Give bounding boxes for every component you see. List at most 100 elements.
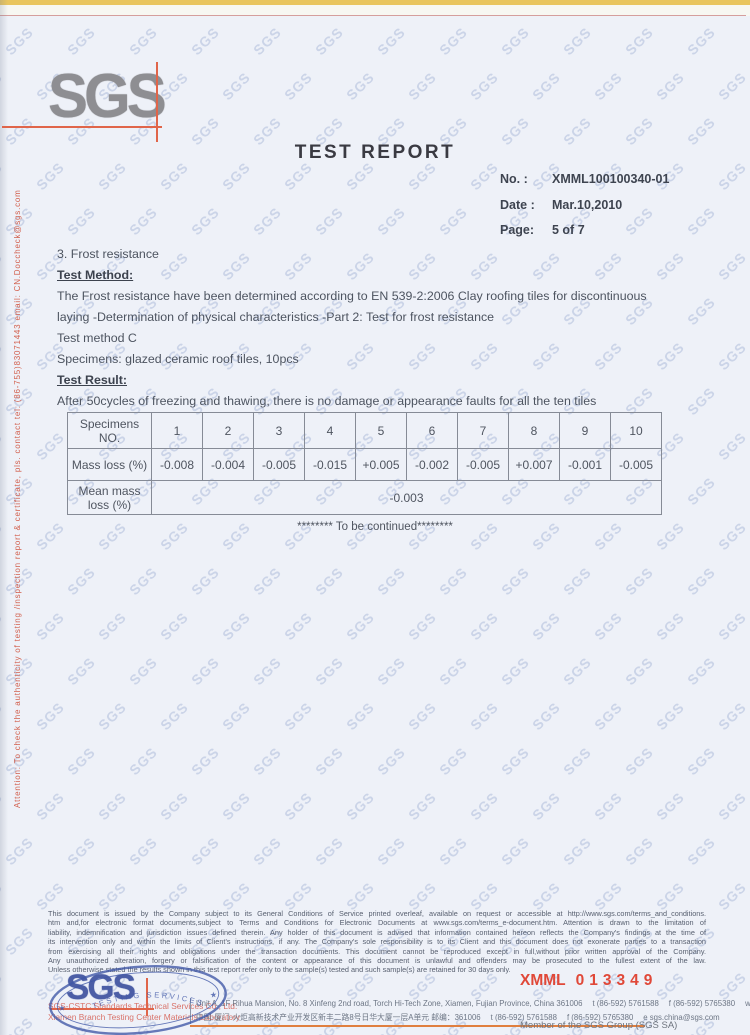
specimen-no-cell: 6: [406, 412, 458, 449]
legal-disclaimer: This document is issued by the Company s…: [48, 909, 706, 975]
svg-text:TESTING SERVICES: TESTING SERVICES: [90, 985, 206, 1018]
watermark-text: SGS: [467, 68, 502, 104]
watermark-text: SGS: [715, 68, 750, 104]
watermark-text: SGS: [622, 833, 657, 869]
mass-loss-value-cell: -0.001: [559, 448, 611, 481]
watermark-text: SGS: [591, 608, 626, 644]
watermark-text: SGS: [715, 878, 750, 914]
watermark-text: SGS: [746, 23, 750, 59]
watermark-text: SGS: [250, 653, 285, 689]
watermark-text: SGS: [188, 23, 223, 59]
disclaimer-line: from exercising all their rights and obl…: [48, 946, 706, 956]
svg-text:★: ★: [209, 990, 217, 1000]
watermark-text: SGS: [250, 743, 285, 779]
test-method-label: Test Method:: [57, 268, 134, 282]
watermark-text: SGS: [622, 743, 657, 779]
disclaimer-line: liability, indemnification and jurisdict…: [48, 927, 706, 937]
sgs-logo-top: SGS: [48, 60, 167, 131]
table-corner-cell: Specimens NO.: [67, 412, 152, 449]
mean-mass-loss-label-cell: Mean mass loss (%): [67, 480, 152, 515]
specimen-no-cell: 1: [151, 412, 203, 449]
address-en-tel: t (86-592) 5761588: [592, 999, 659, 1008]
watermark-text: SGS: [684, 563, 719, 599]
mass-loss-value-cell: -0.008: [151, 448, 203, 481]
logo-crosshair-horizontal: [2, 126, 162, 128]
watermark-text: SGS: [126, 563, 161, 599]
watermark-text: SGS: [405, 608, 440, 644]
footer-logo-crosshair-horizontal: [50, 1008, 154, 1010]
watermark-text: SGS: [498, 23, 533, 59]
watermark-text: SGS: [95, 608, 130, 644]
address-cn-tel: t (86-592) 5761588: [490, 1013, 557, 1022]
mass-loss-value-cell: -0.015: [304, 448, 356, 481]
scan-edge-left: [0, 0, 8, 1035]
watermark-text: SGS: [219, 68, 254, 104]
watermark-text: SGS: [374, 833, 409, 869]
page-title: TEST REPORT: [294, 142, 456, 163]
mass-loss-value-cell: -0.005: [457, 448, 509, 481]
specimen-no-cell: 10: [610, 412, 662, 449]
watermark-text: SGS: [467, 608, 502, 644]
watermark-text: SGS: [95, 698, 130, 734]
watermark-text: SGS: [529, 788, 564, 824]
watermark-text: SGS: [188, 653, 223, 689]
watermark-text: SGS: [436, 833, 471, 869]
watermark-text: SGS: [684, 203, 719, 239]
serial-number: XMML 013349: [520, 972, 657, 990]
watermark-text: SGS: [374, 653, 409, 689]
company-name-line2: Xiamen Branch Testing Center Materials L…: [48, 1012, 241, 1022]
watermark-text: SGS: [312, 563, 347, 599]
watermark-text: SGS: [312, 23, 347, 59]
watermark-text: SGS: [715, 788, 750, 824]
watermark-text: SGS: [312, 743, 347, 779]
specimen-no-cell: 8: [508, 412, 560, 449]
watermark-text: SGS: [746, 1013, 750, 1035]
watermark-text: SGS: [746, 293, 750, 329]
watermark-text: SGS: [126, 23, 161, 59]
watermark-text: SGS: [436, 743, 471, 779]
watermark-text: SGS: [281, 608, 316, 644]
watermark-text: SGS: [405, 698, 440, 734]
watermark-text: SGS: [591, 698, 626, 734]
watermark-text: SGS: [529, 68, 564, 104]
footer-orange-rule: [190, 1025, 645, 1027]
watermark-text: SGS: [591, 788, 626, 824]
authenticity-side-note: Attention: To check the authenticity of …: [13, 189, 22, 808]
mass-loss-label-cell: Mass loss (%): [67, 448, 152, 481]
mass-loss-value-cell: +0.005: [355, 448, 407, 481]
watermark-text: SGS: [374, 563, 409, 599]
watermark-text: SGS: [529, 698, 564, 734]
report-date-value: Mar.10,2010: [552, 197, 623, 212]
watermark-text: SGS: [188, 833, 223, 869]
report-page-value: 5 of 7: [552, 223, 585, 237]
watermark-text: SGS: [684, 833, 719, 869]
mass-loss-value-cell: -0.004: [202, 448, 254, 481]
watermark-text: SGS: [157, 698, 192, 734]
watermark-text: SGS: [95, 788, 130, 824]
method-text-line2: laying -Determination of physical charac…: [57, 310, 495, 324]
address-cn-email: e sgs.china@sgs.com: [643, 1013, 720, 1022]
watermark-text: SGS: [684, 653, 719, 689]
scan-edge-top: [0, 0, 750, 5]
mean-mass-loss-value-cell: -0.003: [151, 480, 662, 515]
watermark-text: SGS: [126, 833, 161, 869]
watermark-text: SGS: [498, 653, 533, 689]
address-cn: 中国·厦门·火炬高新技术产业开发区新丰二路8号日华大厦一层A单元 邮编：3610…: [196, 1013, 481, 1022]
watermark-text: SGS: [746, 473, 750, 509]
report-body: 3. Frost resistance Test Method: The Fro…: [57, 244, 702, 412]
company-name: SGS-CSTC Standards Technical Services Co…: [48, 1001, 240, 1023]
watermark-text: SGS: [653, 608, 688, 644]
test-result-heading: Test Result:: [57, 370, 702, 391]
footer-logo-crosshair-vertical: [146, 978, 148, 1016]
watermark-text: SGS: [746, 203, 750, 239]
watermark-text: SGS: [653, 788, 688, 824]
report-page-label: Page:: [500, 223, 535, 237]
report-number-value: XMML100100340-01: [552, 172, 670, 186]
watermark-text: SGS: [64, 743, 99, 779]
watermark-text: SGS: [560, 653, 595, 689]
watermark-text: SGS: [64, 653, 99, 689]
watermark-text: SGS: [622, 23, 657, 59]
specimen-no-cell: 3: [253, 412, 305, 449]
report-number-row: No. : XMML100100340-01: [500, 167, 669, 193]
watermark-text: SGS: [219, 698, 254, 734]
